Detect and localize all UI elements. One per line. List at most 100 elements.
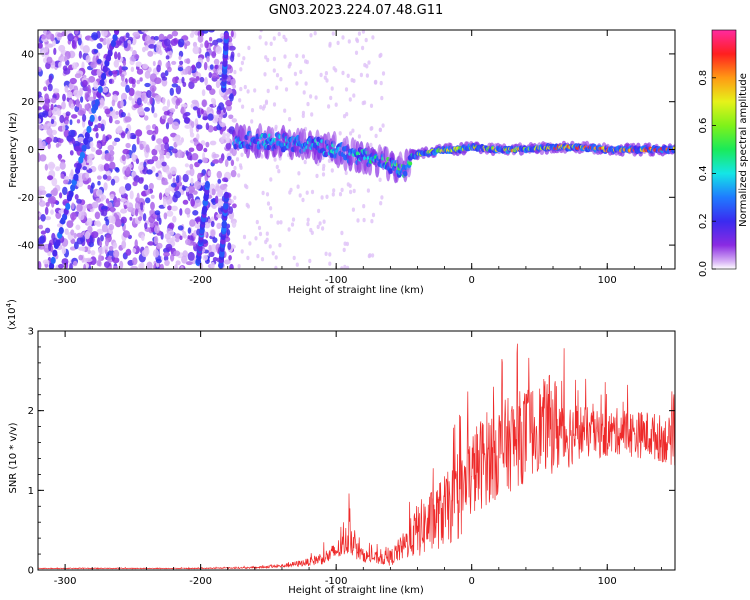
spectrogram-noise-cell	[189, 167, 195, 177]
spectrogram-noise-cell	[378, 127, 382, 132]
spectrogram-noise-cell	[266, 57, 270, 63]
spectrogram-noise-cell	[327, 104, 331, 109]
spectrogram-noise-cell	[233, 165, 237, 171]
spectrogram-noise-cell	[58, 61, 62, 68]
spectrogram-noise-cell	[298, 193, 302, 198]
spectrogram-noise-cell	[108, 78, 113, 84]
spectrogram-noise-cell	[124, 116, 132, 123]
spectrogram-noise-cell	[155, 44, 162, 54]
spectrogram-noise-cell	[113, 59, 120, 68]
spectrogram-noise-cell	[160, 263, 164, 269]
spectrogram-noise-cell	[74, 145, 81, 152]
spectrogram-noise-cell	[77, 110, 85, 116]
spectrogram-signal-peak	[355, 151, 360, 156]
spectrogram-noise-cell	[120, 92, 128, 102]
spectrogram-noise-cell	[136, 97, 142, 106]
spectrogram-noise-cell	[202, 157, 208, 164]
spectrogram-noise-cell	[250, 108, 255, 113]
spectrogram-noise-cell	[47, 161, 56, 171]
spectrogram-noise-cell	[275, 73, 280, 78]
spectrogram-noise-cell	[225, 136, 231, 144]
spectrogram-noise-cell	[172, 76, 178, 84]
spectrogram-noise-cell	[165, 122, 170, 130]
spectrogram-noise-cell	[193, 180, 202, 190]
spectrogram-noise-cell	[328, 261, 332, 266]
spectrogram-noise-cell	[287, 227, 291, 232]
spectrogram-noise-cell	[55, 143, 60, 148]
spectrogram-noise-cell	[178, 38, 185, 48]
spectrogram-noise-cell	[188, 81, 195, 90]
spectrogram-noise-cell	[299, 69, 303, 75]
spectrogram-noise-cell	[38, 112, 46, 118]
spectrogram-noise-cell	[301, 54, 305, 59]
spectrogram-noise-cell	[160, 143, 166, 151]
spectrogram-noise-cell	[185, 261, 193, 266]
spectrogram-noise-cell	[276, 220, 280, 225]
spectrogram-noise-cell	[265, 231, 269, 236]
spectrogram-noise-cell	[113, 249, 120, 258]
spectrogram-x-tick-label: -300	[54, 275, 77, 286]
spectrogram-noise-cell	[362, 204, 366, 209]
spectrogram-signal-cell	[262, 133, 268, 139]
spectrogram-noise-cell	[97, 180, 101, 186]
spectrogram-noise-cell	[340, 266, 344, 269]
spectrogram-noise-cell	[185, 66, 188, 75]
spectrogram-noise-cell	[346, 73, 350, 79]
spectrogram-noise-cell	[88, 76, 96, 83]
spectrogram-noise-cell	[346, 265, 350, 269]
spectrogram-noise-cell	[143, 184, 149, 191]
spectrogram-noise-cell	[112, 242, 118, 249]
spectrogram-noise-cell	[168, 222, 175, 230]
spectrogram-noise-cell	[70, 103, 75, 110]
spectrogram-streak-cell	[223, 32, 229, 40]
spectrogram-noise-cell	[212, 257, 218, 262]
spectrogram-noise-cell	[330, 86, 334, 91]
spectrogram-noise-cell	[238, 98, 242, 103]
spectrogram-streak-cell	[223, 201, 229, 209]
spectrogram-noise-cell	[162, 106, 169, 112]
spectrogram-signal-cell	[388, 168, 394, 174]
snr-x-ticks: -300 -200 -100 0 100	[54, 331, 662, 587]
colorbar: 0.0 0.2 0.4 0.6 0.8 Normalized spectral ampl…	[698, 29, 749, 277]
spectrogram-noise-cell	[130, 265, 138, 269]
spectrogram-streak-cell	[70, 184, 76, 192]
spectrogram-noise-cell	[211, 72, 218, 79]
spectrogram-noise-cell	[332, 66, 336, 71]
snr-plot-area	[38, 343, 675, 570]
spectrogram-noise-cell	[136, 68, 144, 75]
spectrogram-noise-cell	[96, 43, 103, 49]
spectrogram-noise-cell	[120, 81, 127, 87]
spectrogram-noise-cell	[119, 65, 123, 74]
spectrogram-streak-cell	[110, 39, 116, 48]
spectrogram-noise-cell	[319, 72, 323, 78]
snr-panel: -300 -200 -100 0 100 0 1 2 3 Height of straight…	[5, 299, 676, 596]
spectrogram-noise-cell	[169, 108, 176, 113]
colorbar-tick-label: 0.0	[698, 261, 709, 277]
spectrogram-noise-cell	[260, 154, 264, 159]
spectrogram-streak-cell	[52, 249, 58, 257]
spectrogram-noise-cell	[156, 258, 162, 264]
spectrogram-noise-cell	[231, 220, 237, 228]
spectrogram-noise-cell	[305, 190, 309, 195]
spectrogram-noise-cell	[99, 37, 104, 42]
spectrogram-noise-cell	[200, 108, 204, 115]
spectrogram-noise-cell	[148, 215, 156, 224]
spectrogram-noise-cell	[143, 115, 149, 121]
spectrogram-noise-cell	[162, 198, 167, 208]
spectrogram-noise-cell	[86, 217, 93, 226]
spectrogram-noise-cell	[118, 186, 126, 195]
spectrogram-noise-cell	[245, 202, 249, 208]
spectrogram-noise-cell	[175, 237, 180, 243]
spectrogram-noise-cell	[191, 121, 195, 128]
spectrogram-noise-cell	[64, 120, 69, 125]
spectrogram-noise-cell	[204, 76, 208, 86]
spectrogram-noise-cell	[82, 114, 87, 122]
spectrogram-y-tick-label: 20	[21, 97, 34, 108]
spectrogram-noise-cell	[77, 37, 82, 46]
spectrogram-noise-cell	[242, 234, 247, 240]
spectrogram-streak-cell	[97, 85, 103, 94]
spectrogram-noise-cell	[134, 54, 140, 60]
spectrogram-streak-cell	[50, 256, 56, 264]
spectrogram-streak-cell	[55, 239, 61, 247]
spectrogram-noise-cell	[84, 104, 89, 111]
